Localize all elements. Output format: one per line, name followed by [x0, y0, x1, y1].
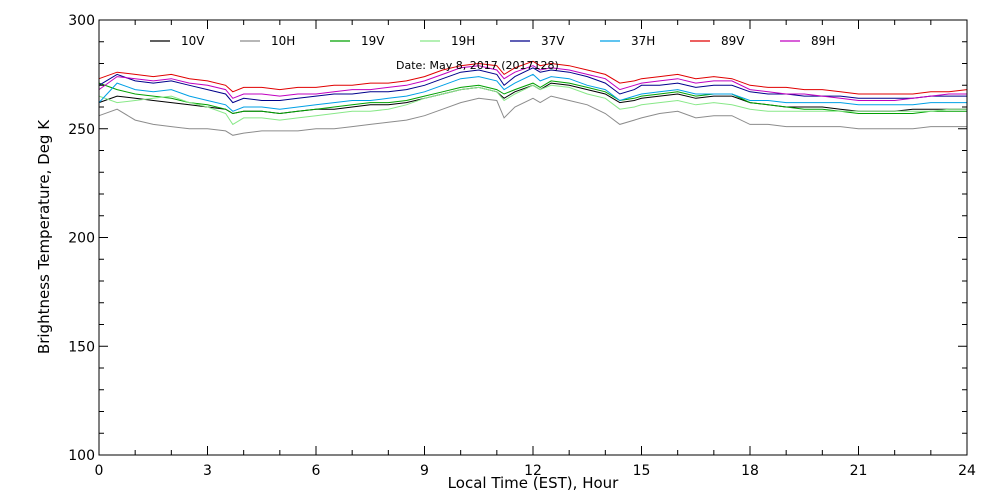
series-line-37h [98, 73, 967, 112]
legend-label-10h: 10H [271, 34, 295, 48]
y-tick-label: 100 [68, 448, 95, 464]
x-tick-label: 6 [312, 463, 321, 479]
legend-label-89h: 89H [811, 34, 835, 48]
legend-label-89v: 89V [721, 34, 745, 48]
x-tick-label: 15 [633, 463, 651, 479]
series-line-19v [98, 80, 967, 115]
series-line-89h [98, 65, 967, 101]
legend-label-37h: 37H [631, 34, 655, 48]
y-tick-label: 200 [68, 231, 95, 247]
date-annotation: Date: May 8, 2017 (2017128) [396, 59, 559, 72]
y-axis-title: Brightness Temperature, Deg K [35, 119, 53, 354]
x-tick-label: 9 [420, 463, 429, 479]
x-tick-label: 18 [741, 463, 759, 479]
series-line-10h [98, 95, 967, 136]
series-line-37v [98, 67, 967, 104]
x-axis-title: Local Time (EST), Hour [448, 474, 619, 492]
legend-label-10v: 10V [181, 34, 205, 48]
series-line-89v [98, 60, 968, 95]
series-line-19h [98, 84, 967, 126]
y-tick-label: 300 [68, 13, 95, 29]
x-tick-label: 21 [850, 463, 868, 479]
x-tick-label: 3 [203, 463, 212, 479]
y-tick-label: 250 [68, 122, 95, 138]
legend-label-37v: 37V [541, 34, 565, 48]
legend-label-19h: 19H [451, 34, 475, 48]
x-tick-label: 0 [95, 463, 104, 479]
x-tick-label: 12 [524, 463, 542, 479]
y-tick-label: 150 [68, 339, 95, 355]
legend-label-19v: 19V [361, 34, 385, 48]
x-tick-label: 24 [958, 463, 976, 479]
